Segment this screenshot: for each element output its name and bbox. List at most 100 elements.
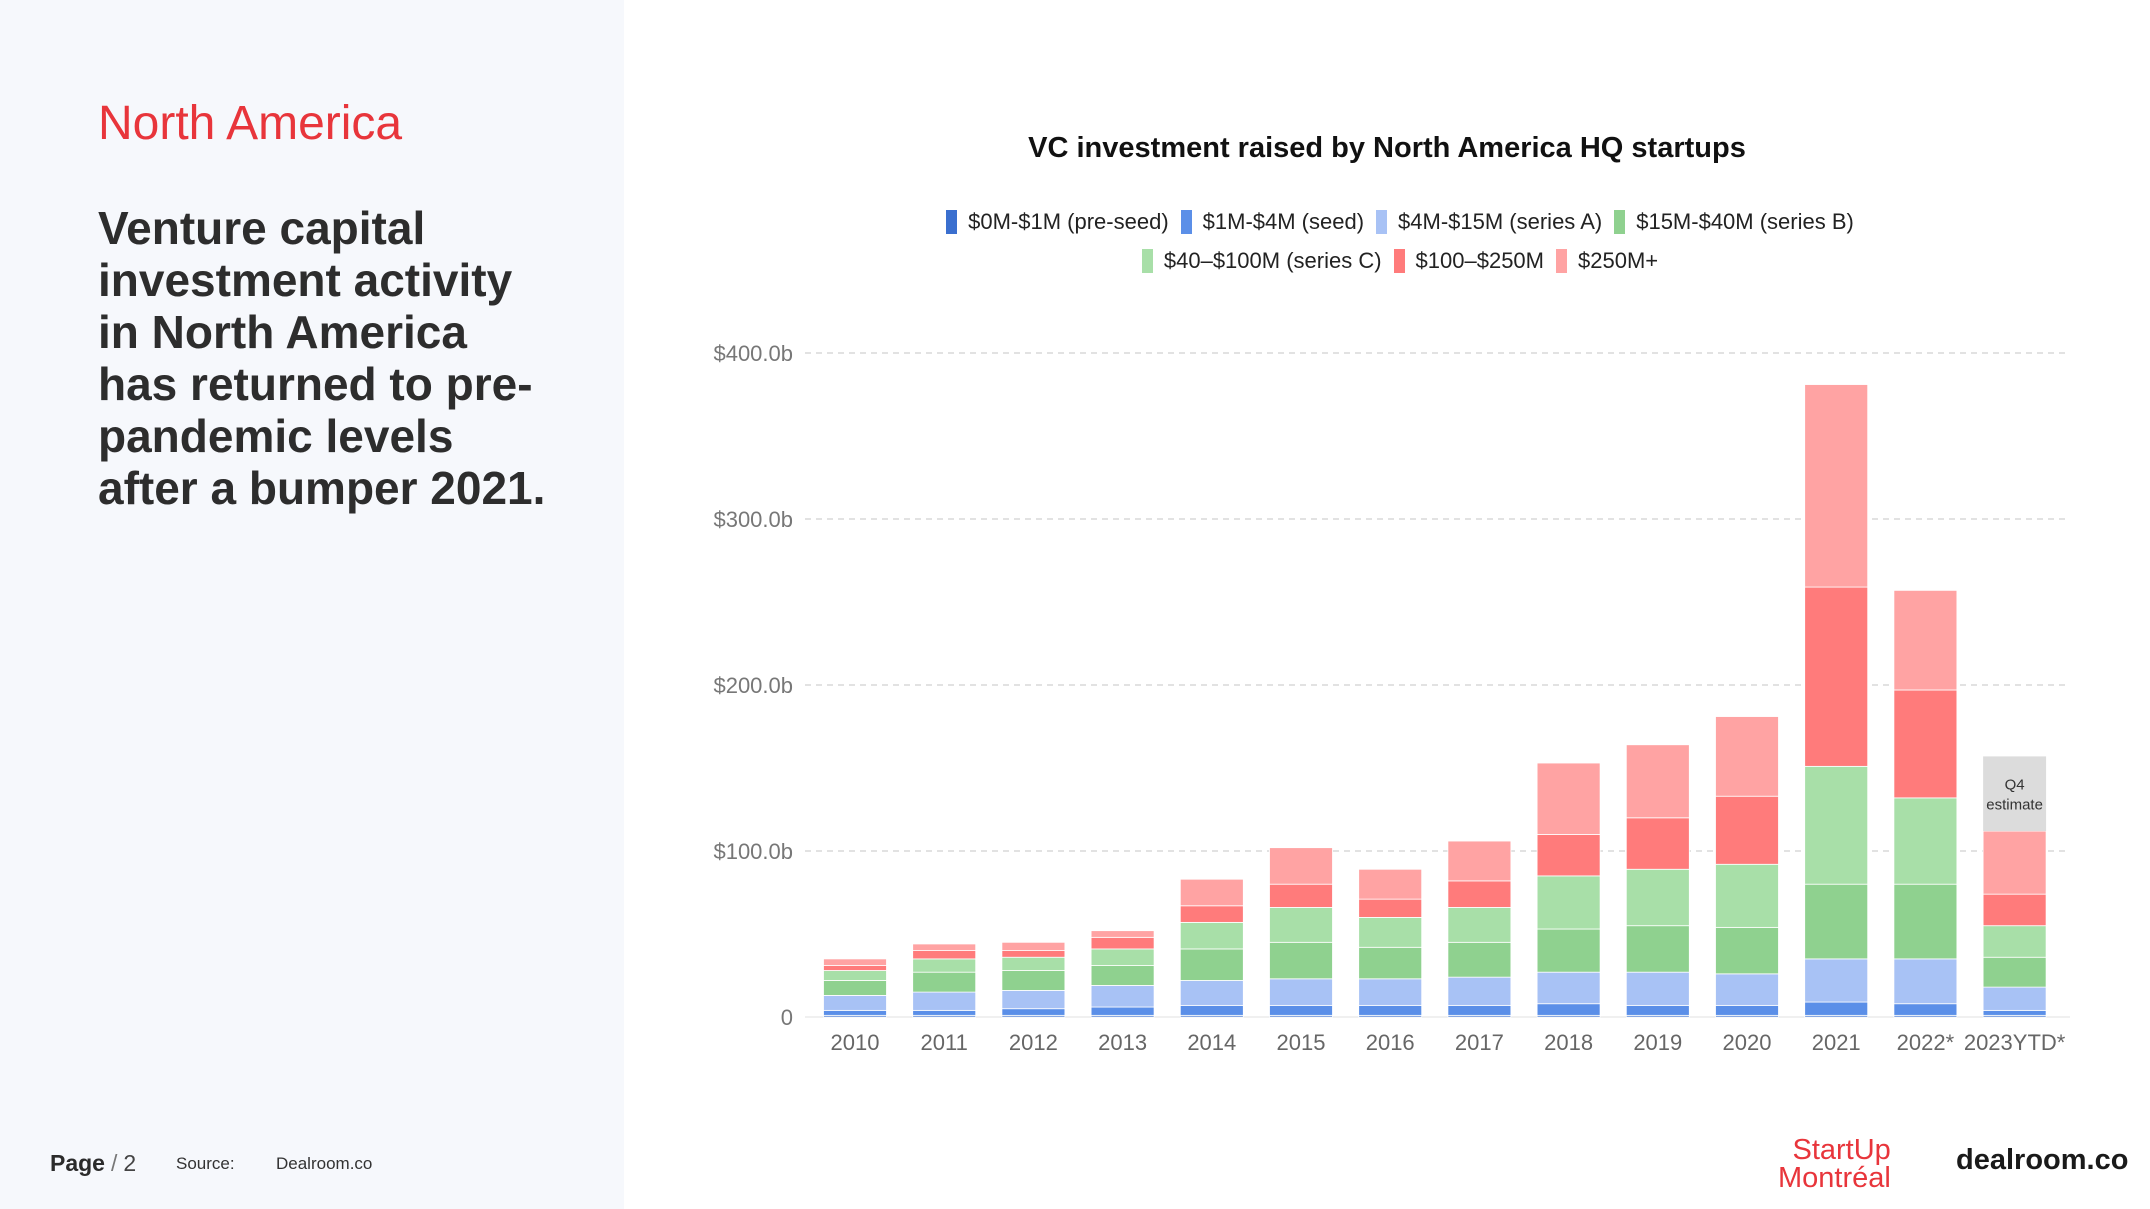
- bar-segment: [1358, 1004, 1423, 1016]
- page-separator: /: [110, 1150, 118, 1176]
- legend-label: $15M-$40M (series B): [1636, 209, 1854, 234]
- y-tick-label: $300.0b: [713, 507, 793, 532]
- bar-segment: [1090, 965, 1155, 986]
- bar-segment: [1625, 971, 1690, 1006]
- bar-segment: [1090, 930, 1155, 938]
- legend-label: $0M-$1M (pre-seed): [968, 209, 1169, 234]
- bar-segment: [1715, 1004, 1779, 1016]
- bar-segment: [1715, 926, 1779, 975]
- bar-segment: [1269, 883, 1333, 908]
- bar-segment: [1269, 978, 1333, 1006]
- bar-segment: [1179, 948, 1244, 981]
- bar-segment: [1536, 762, 1601, 835]
- bar-segment: [1447, 840, 1512, 882]
- bar-segment: [1893, 958, 1958, 1005]
- bar-segment: [1715, 973, 1779, 1006]
- bar-segment: [1090, 948, 1155, 966]
- bar-segment: [1090, 936, 1155, 950]
- bar-segment: [1001, 990, 1066, 1010]
- bar-segment: [1715, 795, 1779, 865]
- legend-swatch: [1376, 210, 1388, 234]
- bar-segment: [1982, 986, 2047, 1011]
- bar-segment: [1893, 883, 1958, 960]
- bar-segment: [1804, 384, 1869, 588]
- bar-segment: [912, 971, 977, 993]
- bar-segment: [823, 980, 887, 996]
- bar-segment: [1001, 956, 1066, 971]
- legend-swatch: [1614, 210, 1626, 234]
- legend-item: $40–$100M (series C): [1141, 244, 1382, 278]
- bar-segment: [1447, 907, 1512, 943]
- legend-item: $0M-$1M (pre-seed): [946, 205, 1169, 239]
- bar-segment: [823, 965, 887, 971]
- bar-segment: [1269, 847, 1333, 885]
- legend-swatch: [946, 210, 958, 234]
- bar-segment: [1893, 689, 1958, 799]
- chart-legend: $0M-$1M (pre-seed) $1M-$4M (seed) $4M-$15M…: [900, 205, 1900, 283]
- dealroom-logo: dealroom.co: [1956, 1144, 2129, 1176]
- bar-segment: [1625, 1004, 1690, 1016]
- bar-segment: [1179, 905, 1244, 923]
- bar-segment: [1536, 834, 1601, 877]
- bar-segment: [1982, 893, 2047, 927]
- bar-segment: [912, 943, 977, 952]
- bar-segment: [1804, 883, 1869, 960]
- headline: Venture capital investment activity in N…: [98, 202, 546, 514]
- bar-segment: [1001, 970, 1066, 991]
- y-tick-label: $400.0b: [713, 341, 793, 366]
- bar-segment: [1804, 765, 1869, 885]
- legend-label: $1M-$4M (seed): [1202, 209, 1365, 234]
- bar-segment: [1804, 1001, 1869, 1016]
- bar-segment: [1625, 925, 1690, 973]
- bar-segment: [1001, 941, 1066, 951]
- estimate-segment: [1983, 756, 2047, 832]
- bar-segment: [1358, 868, 1423, 900]
- legend-item: $250M+: [1556, 244, 1658, 278]
- legend-label: $100–$250M: [1415, 248, 1544, 273]
- bar-segment: [1358, 898, 1423, 918]
- bar-segment: [1001, 950, 1066, 958]
- bar-segment: [1447, 1004, 1512, 1016]
- bar-segment: [1090, 985, 1155, 1008]
- bar-segment: [912, 958, 977, 973]
- legend-swatch: [1180, 210, 1192, 234]
- legend-item: $4M-$15M (series A): [1376, 205, 1602, 239]
- page-label: Page: [50, 1150, 105, 1176]
- x-tick-label: 2014: [1187, 1030, 1236, 1055]
- bar-segment: [1982, 925, 2047, 958]
- bar-segment: [1447, 880, 1512, 908]
- bar-segment: [1179, 1004, 1244, 1016]
- bar-segment: [1179, 921, 1244, 950]
- legend-swatch: [1141, 249, 1153, 273]
- estimate-label: estimate: [1986, 797, 2043, 814]
- legend-swatch: [1556, 249, 1567, 273]
- bar-segment: [823, 970, 887, 981]
- legend-label: $4M-$15M (series A): [1398, 209, 1603, 234]
- bar-segment: [823, 958, 887, 966]
- page-number: 2: [123, 1150, 137, 1176]
- bar-segment: [1269, 1004, 1333, 1016]
- bar-segment: [1536, 928, 1601, 973]
- bar-segment: [1982, 956, 2047, 988]
- startup-montreal-logo: StartUp Montréal: [1778, 1136, 1891, 1193]
- bar-segment: [1536, 971, 1601, 1005]
- x-tick-label: 2021: [1812, 1030, 1861, 1055]
- bar-segment: [1358, 946, 1423, 980]
- bar-segment: [1893, 1003, 1958, 1016]
- bar-segment: [1536, 875, 1601, 930]
- bar-segment: [1715, 716, 1779, 797]
- footer: Page / 2 Source: Dealroom.co: [50, 1150, 372, 1177]
- bar-segment: [1625, 868, 1690, 927]
- bar-segment: [1804, 958, 1869, 1003]
- bar-segment: [912, 991, 977, 1011]
- legend-item: $1M-$4M (seed): [1180, 205, 1365, 239]
- x-tick-label: 2023YTD*: [1964, 1030, 2066, 1055]
- bar-segment: [1447, 941, 1512, 978]
- bar-segment: [1982, 1009, 2047, 1016]
- x-tick-label: 2012: [1009, 1030, 1058, 1055]
- bar-segment: [1893, 797, 1958, 885]
- bar-segment: [1179, 980, 1244, 1006]
- bar-segment: [1358, 978, 1423, 1006]
- x-tick-label: 2010: [831, 1030, 880, 1055]
- x-tick-label: 2022*: [1897, 1030, 1955, 1055]
